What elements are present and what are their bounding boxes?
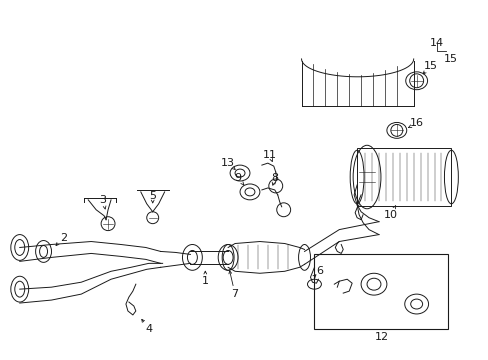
Bar [356,148,450,206]
Text: 16: 16 [409,118,423,129]
Text: 7: 7 [231,289,238,299]
Text: 2: 2 [60,233,67,243]
Text: 11: 11 [262,150,276,160]
Text: 14: 14 [428,38,443,48]
Text: 1: 1 [202,276,208,286]
Text: 6: 6 [315,266,322,276]
Text: 9: 9 [234,173,241,183]
Text: 15: 15 [423,61,437,71]
Text: 12: 12 [374,332,388,342]
Text: 4: 4 [145,324,152,334]
Text: 10: 10 [383,210,397,220]
Bar [314,255,447,329]
Text: 5: 5 [149,191,156,201]
Text: 8: 8 [271,173,278,183]
Text: 13: 13 [221,158,235,168]
Text: 15: 15 [443,54,456,64]
Text: 3: 3 [100,195,106,205]
